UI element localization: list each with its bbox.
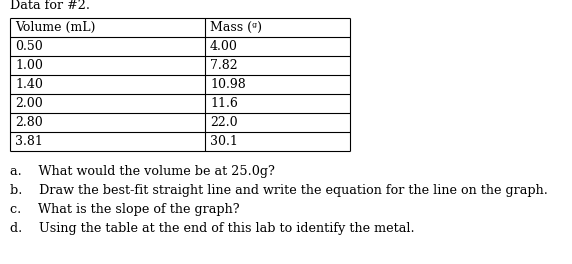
Text: c.  What is the slope of the graph?: c. What is the slope of the graph? [10,203,240,216]
Text: d.  Using the table at the end of this lab to identify the metal.: d. Using the table at the end of this la… [10,222,415,235]
Text: 10.98: 10.98 [210,78,246,91]
Text: 2.80: 2.80 [15,116,43,129]
Text: 1.00: 1.00 [15,59,43,72]
Text: Data for #2.: Data for #2. [10,0,90,12]
Text: Volume (mL): Volume (mL) [15,21,96,34]
Text: 11.6: 11.6 [210,97,238,110]
Text: a.  What would the volume be at 25.0g?: a. What would the volume be at 25.0g? [10,165,275,178]
Text: Mass (ᵍ): Mass (ᵍ) [210,21,262,34]
Text: 2.00: 2.00 [15,97,43,110]
Text: 22.0: 22.0 [210,116,237,129]
Text: 1.40: 1.40 [15,78,43,91]
Text: 3.81: 3.81 [15,135,43,148]
Text: b.  Draw the best-fit straight line and write the equation for the line on the g: b. Draw the best-fit straight line and w… [10,184,548,197]
Text: 30.1: 30.1 [210,135,238,148]
Text: 7.82: 7.82 [210,59,237,72]
Text: 0.50: 0.50 [15,40,43,53]
Text: 4.00: 4.00 [210,40,238,53]
